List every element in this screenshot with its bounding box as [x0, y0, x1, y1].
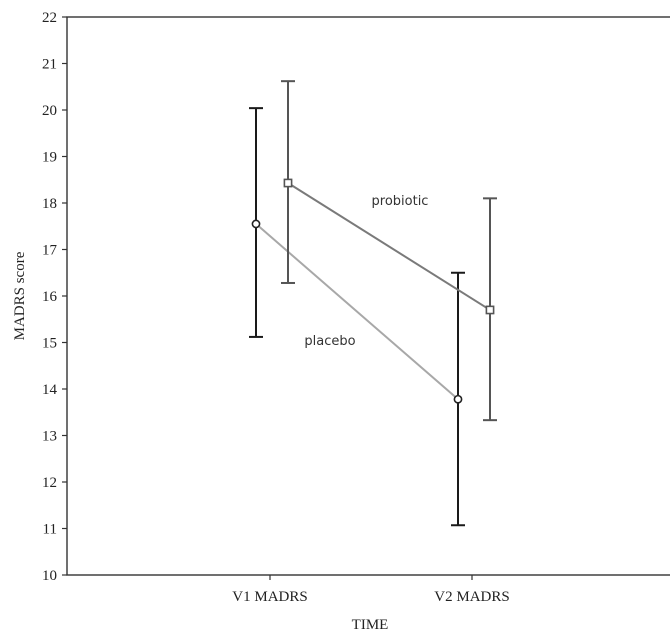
y-axis-label: MADRS score: [12, 251, 28, 340]
y-tick-label: 22: [42, 10, 57, 26]
y-tick-label: 14: [42, 382, 58, 398]
chart-marks: placebo probiotic: [249, 80, 497, 527]
series-line: [255, 223, 459, 400]
data-point: [485, 305, 495, 315]
data-point: [283, 178, 293, 188]
series-line: [287, 182, 491, 311]
y-tick-label: 19: [42, 150, 57, 166]
data-point: [251, 219, 261, 229]
series-placebo: [249, 107, 465, 527]
y-tick-label: 18: [42, 196, 57, 212]
y-tick-label: 17: [42, 243, 58, 259]
y-axis-ticks: 10 11 12 13 14 15 16 17 18 19 20 21 22: [42, 10, 67, 584]
y-tick-label: 13: [42, 429, 57, 445]
series-label-placebo: placebo: [304, 334, 355, 349]
x-axis-ticks: V1 MADRS V2 MADRS: [232, 575, 510, 605]
series-label-probiotic: probiotic: [372, 194, 429, 209]
x-tick-label: V1 MADRS: [232, 589, 307, 605]
series-probiotic: [281, 80, 497, 422]
y-tick-label: 21: [42, 57, 57, 73]
plot-frame: [66, 16, 670, 576]
y-tick-label: 16: [42, 289, 58, 305]
y-tick-label: 10: [42, 568, 57, 584]
data-point: [453, 394, 463, 404]
x-tick-label: V2 MADRS: [434, 589, 509, 605]
y-tick-label: 12: [42, 475, 57, 491]
y-tick-label: 15: [42, 336, 57, 352]
y-tick-label: 11: [43, 522, 57, 538]
y-tick-label: 20: [42, 103, 57, 119]
x-axis-label: TIME: [352, 617, 389, 633]
